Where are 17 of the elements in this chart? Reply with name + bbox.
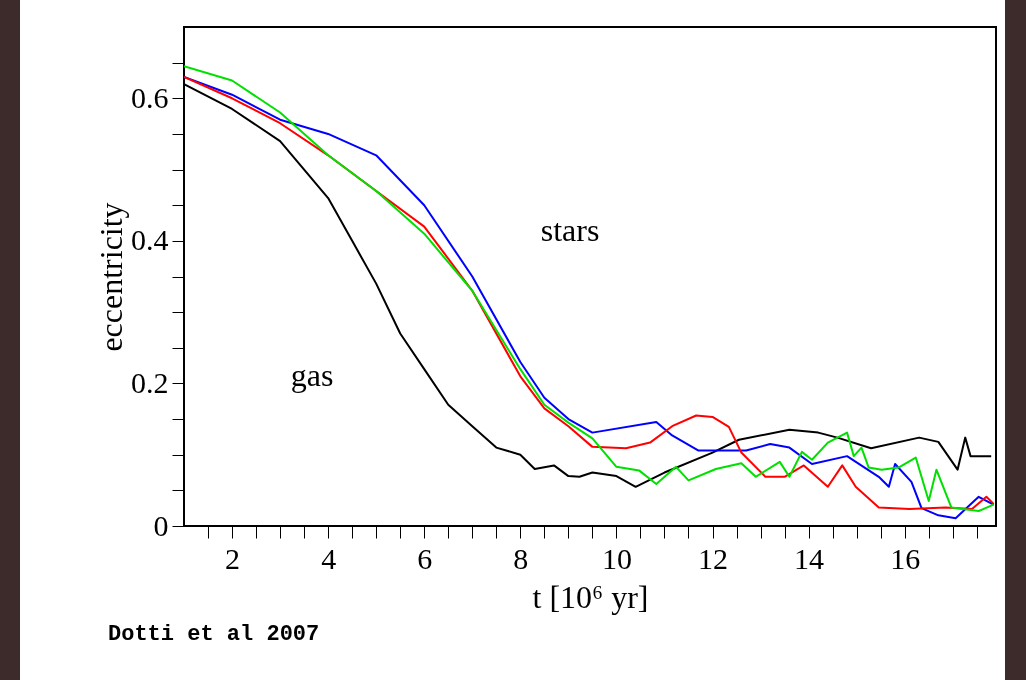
x-tick-label: 12 — [698, 541, 729, 575]
x-tick-label: 2 — [225, 541, 241, 575]
x-tick-label: 16 — [890, 541, 921, 575]
x-tick-label: 14 — [794, 541, 825, 575]
y-tick-label: 0 — [153, 508, 169, 542]
annotation: stars — [540, 211, 600, 249]
y-axis-title: eccentricity — [93, 202, 129, 352]
y-tick-label: 0.2 — [131, 365, 169, 399]
text: Dotti et al 2007 — [108, 622, 320, 647]
x-tick-label: 4 — [321, 541, 337, 575]
y-tick-label: 0.6 — [131, 80, 169, 114]
x-axis-title: t [10⁶ yr] — [532, 578, 649, 615]
x-tick-label: 8 — [513, 541, 529, 575]
x-tick-label: 10 — [601, 541, 632, 575]
y-tick-label: 0.4 — [131, 223, 169, 257]
x-tick-label: 6 — [417, 541, 433, 575]
annotation: gas — [290, 356, 334, 394]
